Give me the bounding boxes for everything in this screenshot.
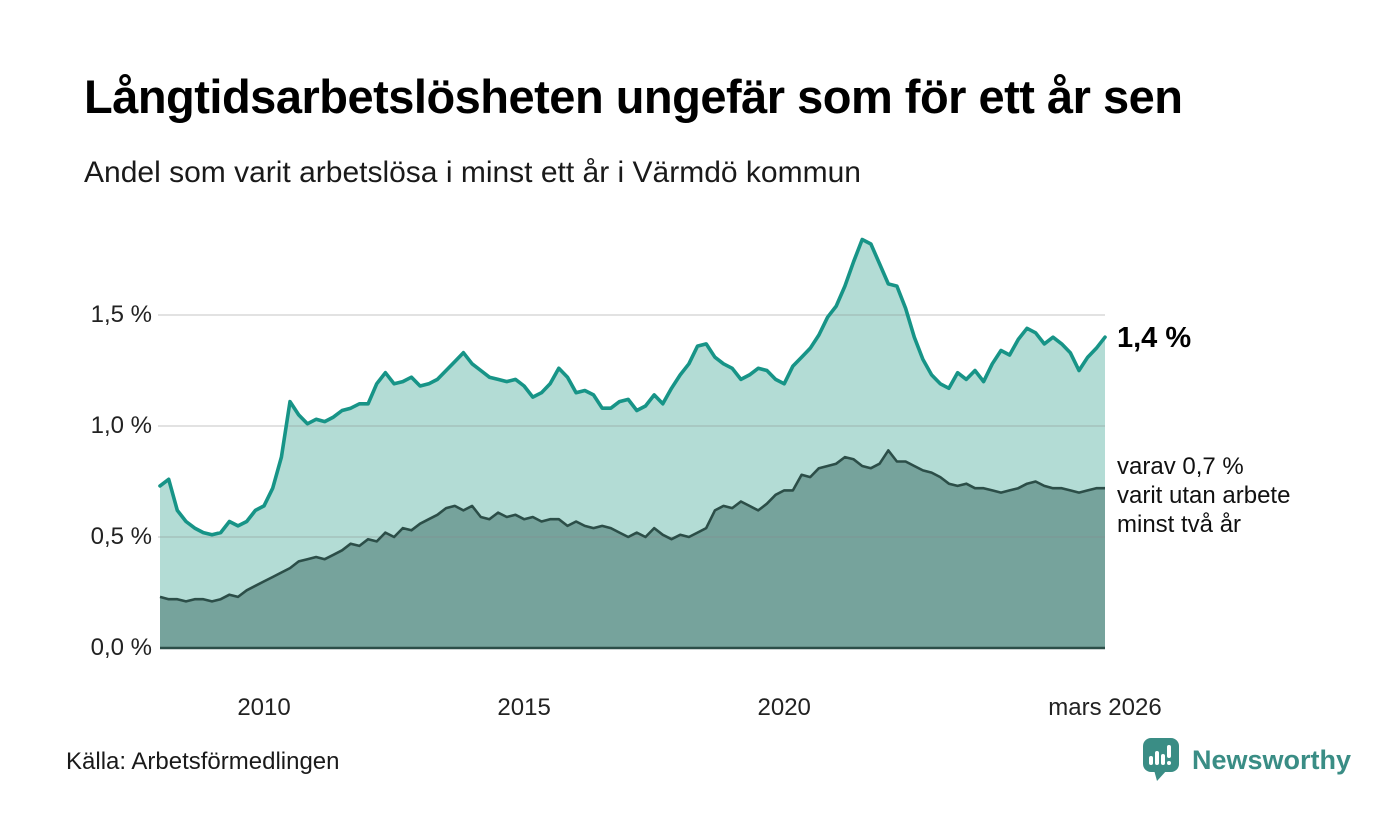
secondary-series-annotation: varav 0,7 % varit utan arbete minst två … [1117,452,1290,539]
page-subtitle: Andel som varit arbetslösa i minst ett å… [84,156,861,189]
newsworthy-icon [1143,738,1179,781]
x-axis-label: 2015 [497,694,551,721]
annotation-line-1: varav 0,7 % [1117,453,1244,480]
end-value-label: 1,4 % [1117,322,1192,354]
y-axis-label: 1,0 % [90,412,152,439]
source-note: Källa: Arbetsförmedlingen [66,748,340,775]
y-axis-label: 1,5 % [90,301,152,328]
newsworthy-logo: Newsworthy [1143,738,1351,782]
y-axis-label: 0,5 % [90,523,152,550]
line-one-year [158,237,1107,537]
annotation-line-3: minst två år [1117,511,1242,538]
x-axis-label: mars 2026 [1048,694,1162,721]
annotation-line-2: varit utan arbete [1117,482,1291,509]
x-axis-label: 2020 [757,694,811,721]
line-two-years [159,449,1105,603]
area-fill-two-years [160,450,1105,648]
y-axis-label: 0,0 % [90,634,152,661]
newsworthy-wordmark: Newsworthy [1192,744,1352,775]
page-title: Långtidsarbetslösheten ungefär som för e… [84,70,1183,123]
x-axis-label: 2010 [237,694,291,721]
